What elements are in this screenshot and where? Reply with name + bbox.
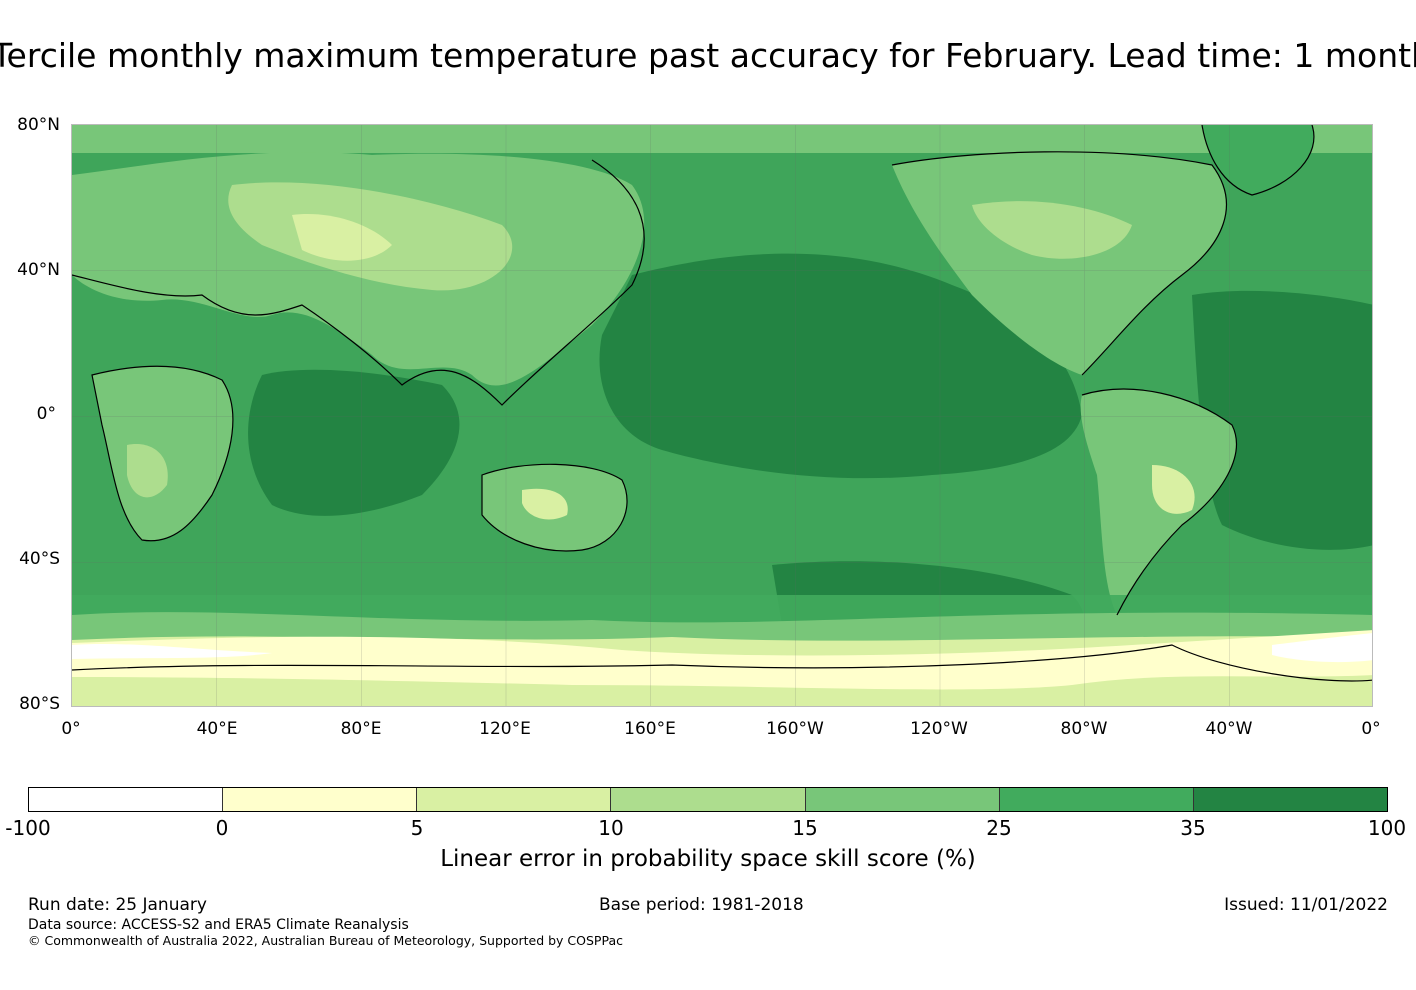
colorbar-segment-3 [611, 788, 806, 811]
lat-label-equator: 0° [36, 404, 56, 424]
coastlines [72, 125, 1372, 682]
colorbar-tick-4: 15 [792, 816, 818, 840]
lon-label-80e: 80°E [340, 719, 382, 739]
colorbar-segment-2 [417, 788, 612, 811]
north-america-low [972, 201, 1132, 259]
colorbar-tick-3: 10 [598, 816, 624, 840]
issued-date: Issued: 11/01/2022 [1224, 895, 1388, 915]
africa-lowest [127, 444, 168, 498]
colorbar-tick-5: 25 [986, 816, 1012, 840]
lon-label-120w: 120°W [910, 719, 968, 739]
central-asia-lowest [292, 214, 392, 261]
lat-label-40n: 40°N [17, 260, 60, 280]
australia-lowest [522, 488, 568, 520]
colorbar-label: Linear error in probability space skill … [440, 846, 976, 872]
south-america-lowest [1152, 465, 1195, 514]
southern-ocean-low [72, 612, 1372, 645]
lon-label-0-right: 0° [1361, 719, 1381, 739]
lon-label-0: 0° [61, 719, 81, 739]
tropical-pacific-high-skill [599, 253, 1082, 479]
atlantic-high-skill [1192, 290, 1372, 550]
lon-label-160w: 160°W [766, 719, 824, 739]
colorbar-tick-0: -100 [5, 816, 51, 840]
colorbar-tick-6: 35 [1180, 816, 1206, 840]
colorbar [28, 787, 1388, 812]
colorbar-tick-1: 0 [215, 816, 229, 840]
chart-title: Tercile monthly maximum temperature past… [0, 36, 1416, 75]
base-period: Base period: 1981-2018 [599, 895, 804, 915]
colorbar-segment-6 [1193, 788, 1387, 811]
colorbar-segment-1 [223, 788, 418, 811]
lat-label-80s: 80°S [19, 694, 60, 714]
run-date: Run date: 25 January [28, 895, 207, 915]
africa-land [92, 366, 233, 541]
colorbar-tick-7: 100 [1367, 816, 1407, 840]
colorbar-segment-4 [805, 788, 1000, 811]
lon-label-40e: 40°E [196, 719, 238, 739]
indian-ocean-high-skill [248, 369, 460, 516]
lat-label-40s: 40°S [19, 549, 60, 569]
arctic-band [72, 125, 1372, 153]
colorbar-segment-0 [29, 788, 224, 811]
skill-score-map [71, 124, 1373, 707]
lat-label-80n: 80°N [17, 115, 60, 135]
greenland-land [1202, 125, 1314, 195]
colorbar-tick-2: 5 [410, 816, 424, 840]
colorbar-segment-5 [999, 788, 1194, 811]
lon-label-80w: 80°W [1060, 719, 1108, 739]
graticule [72, 125, 1372, 706]
data-source: Data source: ACCESS-S2 and ERA5 Climate … [28, 917, 409, 933]
lon-label-120e: 120°E [479, 719, 531, 739]
antarctic-ice-strip [72, 630, 1372, 690]
copyright: © Commonwealth of Australia 2022, Austra… [28, 933, 623, 948]
lon-label-160e: 160°E [624, 719, 676, 739]
lon-label-40w: 40°W [1205, 719, 1253, 739]
